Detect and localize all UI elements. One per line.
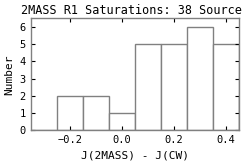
Bar — [109, 113, 135, 130]
X-axis label: J(2MASS) - J(CW): J(2MASS) - J(CW) — [81, 151, 189, 161]
Y-axis label: Number: Number — [4, 54, 14, 95]
Bar — [239, 96, 243, 130]
Bar — [83, 96, 109, 130]
Bar — [213, 44, 239, 130]
Title: 2MASS R1 Saturations: 38 Sources: 2MASS R1 Saturations: 38 Sources — [21, 4, 243, 17]
Bar — [161, 44, 187, 130]
Bar — [187, 27, 213, 130]
Bar — [135, 44, 161, 130]
Bar — [57, 96, 83, 130]
